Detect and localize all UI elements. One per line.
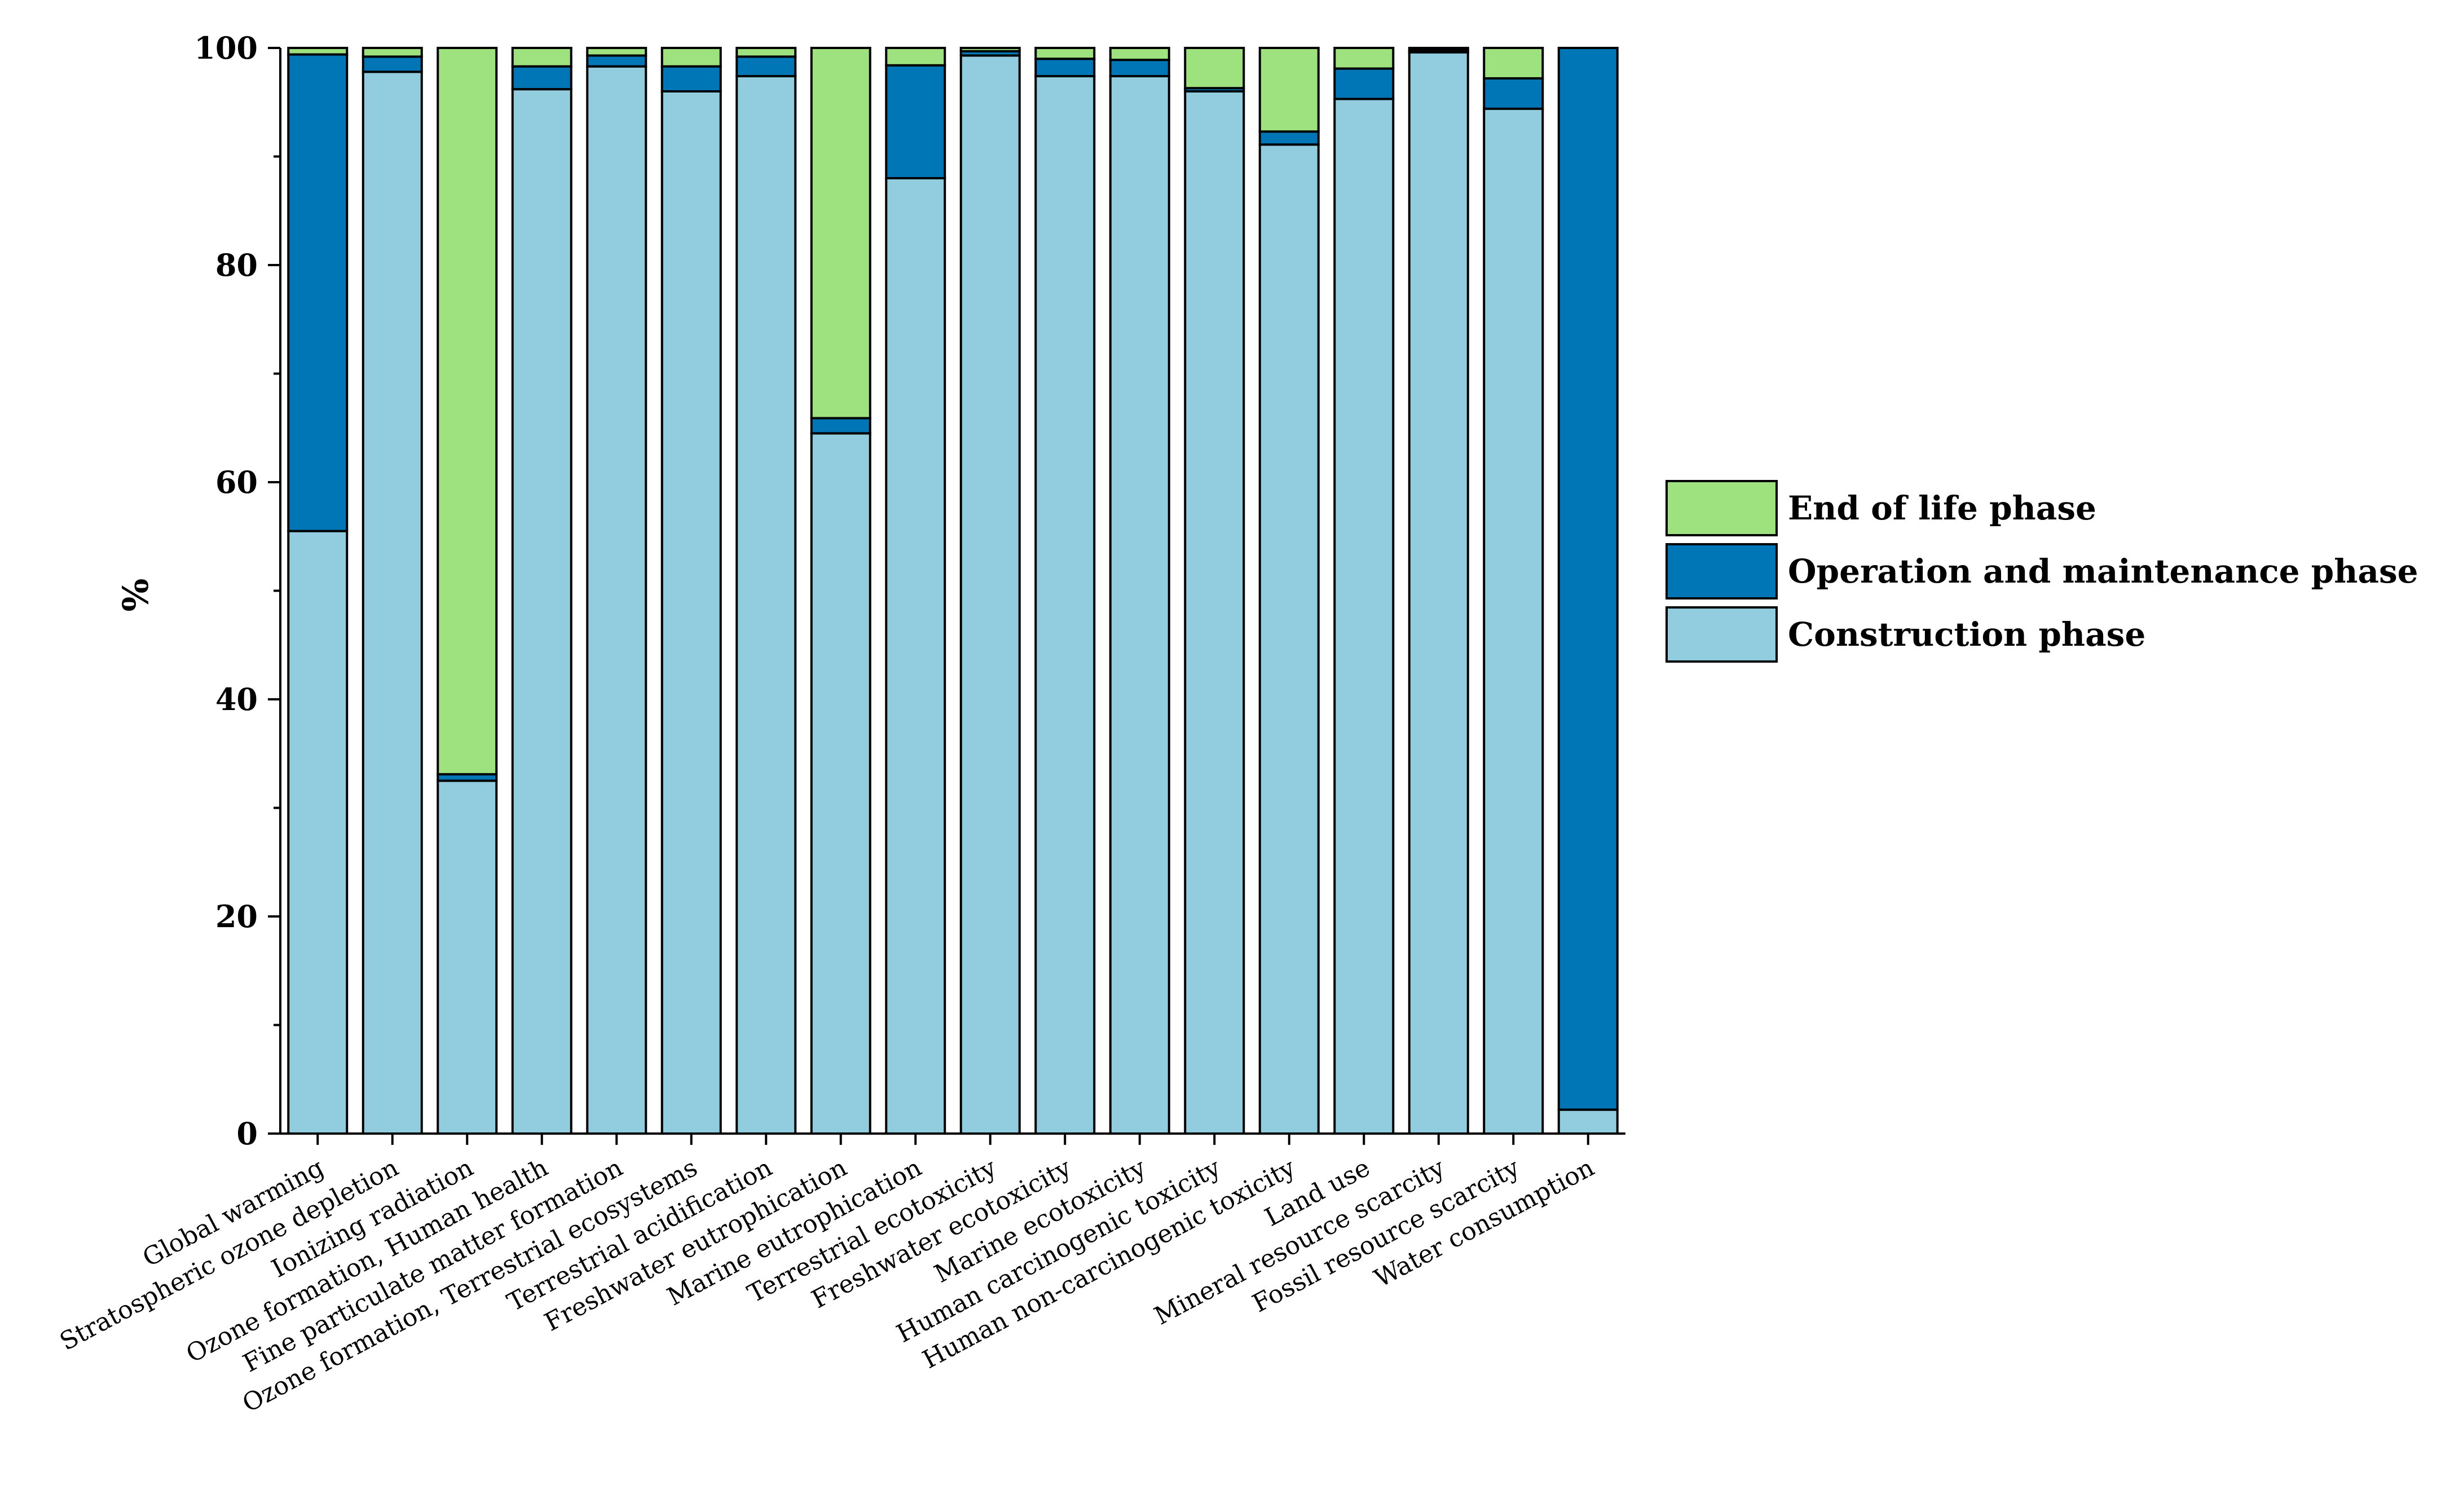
bar-segment-construction-phase-5 (660, 90, 722, 1135)
bar-segment-end-of-life-phase-8 (885, 47, 946, 67)
y-tick-label-100: 100 (194, 30, 258, 66)
bar-segment-end-of-life-phase-0 (287, 47, 349, 56)
bar-segment-construction-phase-6 (735, 75, 797, 1135)
bar-segment-operation-and-maintenance-phase-8 (885, 64, 946, 179)
bar-segment-construction-phase-0 (287, 530, 349, 1135)
bar-segment-end-of-life-phase-15 (1408, 47, 1469, 51)
bar-segment-construction-phase-11 (1109, 75, 1170, 1135)
bar-segment-operation-and-maintenance-phase-7 (810, 417, 871, 435)
bar-segment-operation-and-maintenance-phase-4 (586, 54, 647, 68)
bar-segment-operation-and-maintenance-phase-1 (362, 55, 423, 73)
y-tick-label-60: 60 (215, 464, 258, 500)
y-ticks-group: 0 20 40 60 80 100 (194, 30, 280, 1152)
y-tick-label-80: 80 (215, 247, 258, 283)
legend: End of life phase Operation and maintenan… (1666, 480, 2418, 663)
bar-segment-operation-and-maintenance-phase-13 (1258, 130, 1320, 146)
bar-segment-operation-and-maintenance-phase-5 (660, 65, 722, 92)
bar-segment-construction-phase-14 (1333, 98, 1395, 1135)
bar-segment-end-of-life-phase-4 (586, 47, 647, 57)
bar-segment-construction-phase-8 (885, 177, 946, 1135)
y-tick-label-20: 20 (215, 898, 258, 934)
bar-segment-end-of-life-phase-6 (735, 47, 797, 58)
bar-segment-operation-and-maintenance-phase-11 (1109, 59, 1170, 78)
legend-swatch-construction-phase (1666, 606, 1778, 663)
bars-group (287, 47, 1619, 1135)
bar-segment-construction-phase-3 (511, 88, 572, 1135)
bar-segment-end-of-life-phase-16 (1483, 47, 1544, 80)
bar-segment-construction-phase-13 (1258, 143, 1320, 1135)
bar-segment-construction-phase-15 (1408, 51, 1469, 1135)
bar-segment-operation-and-maintenance-phase-3 (511, 65, 572, 91)
bar-segment-construction-phase-12 (1184, 90, 1245, 1135)
legend-label-construction-phase: Construction phase (1788, 615, 2145, 654)
bar-segment-end-of-life-phase-7 (810, 47, 871, 420)
bar-segment-operation-and-maintenance-phase-10 (1034, 58, 1096, 78)
bar-segment-construction-phase-9 (959, 54, 1021, 1135)
bar-segment-end-of-life-phase-9 (959, 47, 1021, 52)
y-tick-label-0: 0 (236, 1116, 258, 1152)
bar-segment-construction-phase-4 (586, 65, 647, 1135)
bar-segment-construction-phase-17 (1557, 1108, 1619, 1135)
bar-segment-operation-and-maintenance-phase-14 (1333, 67, 1395, 100)
bar-segment-operation-and-maintenance-phase-0 (287, 53, 349, 532)
bar-segment-end-of-life-phase-14 (1333, 47, 1395, 70)
bar-segment-construction-phase-1 (362, 70, 423, 1135)
bar-segment-operation-and-maintenance-phase-17 (1557, 47, 1619, 1111)
bar-segment-end-of-life-phase-2 (437, 47, 498, 775)
bar-segment-end-of-life-phase-10 (1034, 47, 1096, 60)
bar-segment-end-of-life-phase-12 (1184, 47, 1245, 90)
bar-segment-operation-and-maintenance-phase-6 (735, 55, 797, 78)
bar-segment-end-of-life-phase-13 (1258, 47, 1320, 133)
bar-segment-construction-phase-16 (1483, 107, 1544, 1135)
bar-segment-construction-phase-10 (1034, 75, 1096, 1135)
legend-label-end-of-life-phase: End of life phase (1788, 489, 2096, 527)
bar-segment-operation-and-maintenance-phase-16 (1483, 77, 1544, 110)
bar-segment-end-of-life-phase-5 (660, 47, 722, 68)
bar-segment-end-of-life-phase-11 (1109, 47, 1170, 61)
bar-segment-construction-phase-2 (437, 779, 498, 1135)
legend-swatch-operation-and-maintenance-phase (1666, 543, 1778, 599)
y-axis-label: % (115, 579, 156, 612)
legend-label-operation-and-maintenance-phase: Operation and maintenance phase (1788, 552, 2418, 590)
y-tick-label-40: 40 (215, 681, 258, 717)
bar-segment-construction-phase-7 (810, 432, 871, 1135)
bar-segment-end-of-life-phase-3 (511, 47, 572, 68)
legend-swatch-end-of-life-phase (1666, 480, 1778, 536)
bar-segment-end-of-life-phase-1 (362, 47, 423, 58)
